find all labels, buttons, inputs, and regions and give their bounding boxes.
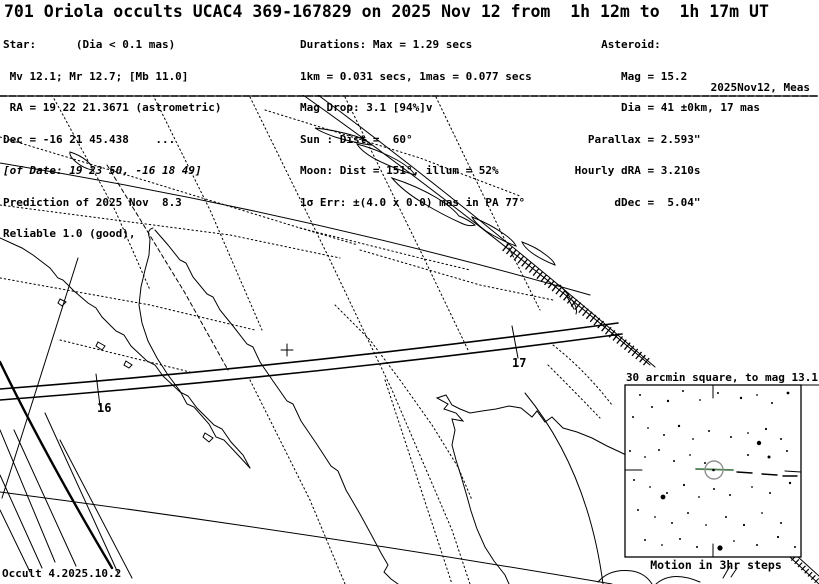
occultation-path: 16 17 [0, 322, 623, 415]
target-star-dot [712, 468, 715, 472]
target-star-circle [704, 460, 724, 480]
coastlines [0, 127, 701, 584]
corner-limit-marks [722, 555, 819, 584]
asteroid-info-line: Parallax = 2.593" [568, 132, 701, 146]
page-title: 701 Oriola occults UCAC4 369-167829 on 2… [4, 2, 769, 21]
map-date-label: 2025Nov12, Meas [710, 81, 810, 94]
star-info-block: Star: (Dia < 0.1 mas) Mv 12.1; Mr 12.7; … [3, 19, 222, 250]
center-cross-marker [280, 343, 294, 357]
inset-edge-ticks [624, 384, 802, 558]
limit-lines-southwest [0, 257, 133, 579]
asteroid-info-line: Hourly dRA = 3.210s [568, 164, 701, 177]
motion-track-dashes [736, 471, 798, 477]
inset-title: 30 arcmin square, to mag 13.1 [626, 371, 818, 384]
asteroid-motion-track [695, 460, 798, 480]
occultation-map-canvas[interactable]: 16 17 30 arcmin square, to mag 13.1 [0, 95, 819, 584]
asteroid-info-line: Dia = 41 ±0km, 17 mas [568, 101, 761, 114]
star-info-line: RA = 19 22 21.3671 (astrometric) [3, 101, 222, 114]
star-info-line: Reliable 1.0 (good), [3, 227, 136, 240]
inset-caption: Motion in 3hr steps [650, 558, 782, 572]
asteroid-info-block: Asteroid: Mag = 15.2 Dia = 41 ±0km, 17 m… [568, 19, 760, 219]
occult-version-label: Occult 4.2025.10.2 [2, 567, 122, 580]
star-info-line: Dec = -16 21 45.438 ... [3, 132, 176, 146]
event-info-line: Durations: Max = 1.29 secs [300, 38, 473, 51]
time-tick-17h [511, 325, 519, 359]
asteroid-info-line: Asteroid: [568, 38, 661, 51]
event-info-line: 1km = 0.031 secs, 1mas = 0.077 secs [300, 69, 532, 83]
time-label-17: 17 [512, 356, 526, 370]
star-chart-inset: 30 arcmin square, to mag 13.1 [624, 371, 819, 572]
time-label-16: 16 [97, 401, 111, 415]
path-north-limit [0, 322, 619, 390]
star-info-line: Star: (Dia < 0.1 mas) [3, 38, 176, 51]
grid-lines [0, 162, 613, 584]
path-south-limit [0, 333, 623, 401]
time-tick-16h [95, 373, 101, 407]
star-info-line: Mv 12.1; Mr 12.7; [Mb 11.0] [3, 69, 189, 83]
event-info-line: Mag Drop: 3.1 [94%]v [300, 101, 433, 114]
star-info-line: Prediction of 2025 Nov 8.3 [3, 195, 182, 209]
asteroid-info-line: dDec = 5.04" [568, 195, 701, 209]
asteroid-info-line: Mag = 15.2 [568, 69, 688, 83]
inset-star-field [629, 390, 796, 551]
